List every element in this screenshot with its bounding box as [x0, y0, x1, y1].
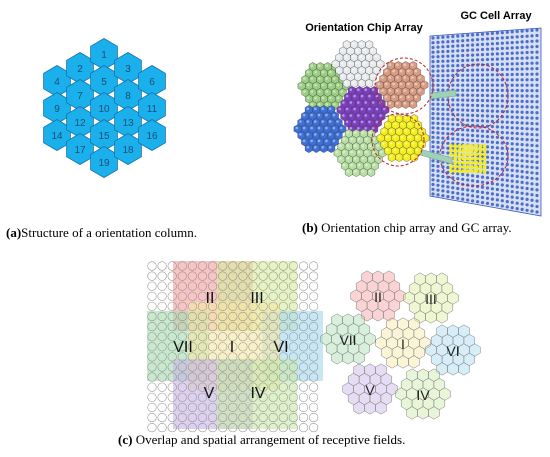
hex-receptive-field: III	[403, 272, 459, 324]
hex-cell-number: 1	[101, 50, 107, 61]
region-label: VI	[446, 343, 459, 359]
hex-cell-number: 2	[77, 64, 83, 75]
caption-c: (c) Overlap and spatial arrangement of r…	[118, 432, 405, 448]
hex-receptive-field: II	[350, 270, 406, 322]
hex-receptive-field: IV	[395, 368, 451, 420]
hex-cell-number: 14	[51, 131, 63, 142]
hex-receptive-field: I	[375, 317, 431, 369]
hex-cell-number: 18	[122, 145, 134, 156]
hex-cell-number: 6	[149, 77, 155, 88]
region-label: II	[206, 290, 215, 307]
hex-cell	[138, 119, 166, 151]
hex-cell	[114, 133, 142, 165]
hex-cell	[138, 65, 166, 97]
hex-cell-number: 8	[125, 91, 131, 102]
hex-cell-number: 4	[54, 77, 60, 88]
chip-array-figure	[293, 27, 542, 217]
caption-a-text: Structure of a orientation column.	[21, 225, 197, 240]
chip-cluster-purple	[336, 86, 390, 134]
chip-array-label: Orientation Chip Array	[305, 22, 423, 34]
caption-b: (b) Orientation chip array and GC array.	[302, 220, 512, 236]
hex-cell-number: 10	[98, 104, 110, 115]
region-label: I	[230, 339, 234, 356]
hex-receptive-field: V	[342, 363, 398, 415]
hex-cell	[138, 92, 166, 124]
hex-cell-number: 7	[77, 91, 83, 102]
hex-cell	[90, 146, 118, 178]
caption-b-label: (b)	[302, 220, 318, 235]
region-label: IV	[250, 385, 265, 402]
chip-cluster-salmon	[375, 61, 429, 109]
region-label: VI	[273, 339, 288, 356]
connector-arrow	[429, 89, 457, 100]
caption-a: (a)Structure of a orientation column.	[6, 225, 197, 241]
region-label: V	[365, 382, 375, 398]
chip-field-outline	[371, 113, 425, 167]
chip-field-outline	[374, 57, 434, 115]
gc-array-label: GC Cell Array	[460, 10, 532, 22]
caption-c-text: Overlap and spatial arrangement of recep…	[135, 432, 406, 447]
chip-cluster-lightgreen	[333, 129, 387, 177]
region-label: III	[425, 291, 437, 307]
region-label: VII	[339, 332, 356, 348]
chip-cluster-yellow	[376, 114, 430, 162]
hex-cell-number: 15	[98, 131, 110, 142]
gc-activated-patch	[449, 144, 487, 174]
hex-receptive-field: VI	[425, 324, 481, 376]
region-label: I	[401, 336, 405, 352]
hex-receptive-field: VII	[320, 313, 376, 365]
region-label: V	[204, 385, 215, 402]
hex-cell-number: 9	[54, 104, 60, 115]
caption-b-text: Orientation chip array and GC array.	[321, 220, 512, 235]
hex-cell-number: 5	[101, 77, 107, 88]
region-label: II	[374, 289, 382, 305]
caption-a-label: (a)	[6, 225, 22, 240]
hex-cell-number: 13	[122, 118, 134, 129]
hex-cell-number: 19	[98, 158, 110, 169]
chip-cluster-white	[331, 40, 385, 88]
region-label: VII	[173, 339, 193, 356]
hex-cell-number: 3	[125, 64, 131, 75]
region-label: IV	[416, 387, 430, 403]
gc-cell-array	[429, 27, 542, 217]
hex-cell-number: 16	[146, 131, 158, 142]
caption-c-label: (c)	[118, 432, 133, 447]
chip-cluster-blue	[293, 105, 347, 153]
hex-cell-number: 12	[74, 118, 86, 129]
hex-cell-number: 11	[147, 104, 158, 115]
hex-cell-number: 17	[74, 145, 86, 156]
region-label: III	[250, 290, 263, 307]
